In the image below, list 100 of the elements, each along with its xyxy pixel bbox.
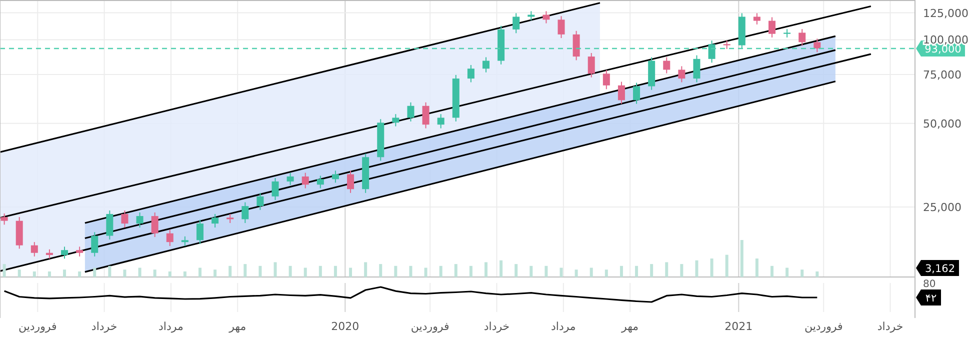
candlestick: [166, 229, 174, 247]
bar: [214, 270, 217, 277]
candlestick: [572, 30, 580, 61]
candlestick: [693, 54, 700, 83]
bar: [560, 268, 563, 277]
bar: [740, 240, 744, 277]
bar: [138, 268, 142, 277]
bar: [18, 270, 21, 277]
bar: [334, 266, 337, 277]
candlestick: [422, 102, 430, 129]
bar: [258, 266, 262, 277]
candlestick: [602, 70, 610, 90]
y-tick-label: 125,000: [923, 6, 968, 20]
candlestick: [0, 212, 8, 226]
bar: [484, 262, 488, 277]
candlestick: [814, 38, 821, 53]
candlestick: [633, 82, 640, 104]
bar: [514, 264, 518, 277]
x-tick-label: 2021: [724, 320, 753, 333]
bar: [574, 270, 578, 277]
bar: [544, 266, 548, 277]
candlestick: [286, 172, 294, 186]
x-tick-label: خرداد: [91, 320, 118, 333]
bar: [244, 264, 247, 277]
bar: [710, 258, 714, 277]
x-tick-label: فروردین: [804, 320, 843, 333]
bar: [168, 271, 172, 277]
bar: [379, 264, 382, 277]
candlestick: [332, 170, 339, 184]
x-tick-label: مرداد: [550, 320, 576, 333]
bar: [364, 262, 368, 277]
bar: [32, 271, 36, 277]
candlestick: [151, 212, 158, 238]
bar: [123, 270, 126, 277]
bar: [770, 266, 774, 277]
bar: [228, 266, 232, 277]
x-tick-label: مهر: [620, 320, 639, 333]
bar: [93, 268, 96, 277]
candlestick: [392, 114, 400, 127]
bar: [620, 266, 623, 277]
text: 80: [923, 279, 936, 290]
x-tick-label: فروردین: [410, 320, 450, 333]
bar: [530, 266, 533, 277]
y-tick-label: 25,000: [923, 201, 962, 214]
bar: [288, 266, 292, 277]
candlestick: [437, 114, 444, 129]
candlestick: [256, 192, 264, 210]
candlestick: [798, 28, 806, 46]
candlestick: [121, 210, 128, 228]
bar: [680, 264, 684, 277]
candlestick: [242, 202, 249, 224]
candlestick: [663, 56, 670, 74]
x-tick-label: خرداد: [877, 320, 904, 333]
candlestick: [61, 246, 68, 260]
bar: [424, 268, 428, 277]
candlestick: [226, 213, 234, 224]
candlestick: [136, 212, 144, 228]
text: 3,162: [924, 263, 956, 275]
bar: [108, 266, 112, 277]
candlestick: [558, 16, 565, 39]
bar: [786, 268, 789, 277]
bar: [63, 270, 66, 277]
candlestick: [181, 236, 188, 247]
bar: [590, 268, 593, 277]
candlestick: [196, 219, 204, 245]
bar: [439, 266, 442, 277]
bar: [394, 266, 398, 277]
candlestick: [482, 56, 490, 73]
candlestick: [618, 81, 625, 104]
bar: [409, 266, 412, 277]
candlestick: [678, 66, 686, 83]
bar: [665, 262, 668, 277]
candlestick: [76, 246, 84, 257]
bar: [816, 271, 819, 277]
candlestick: [91, 232, 98, 257]
bar: [604, 270, 608, 277]
candlestick: [302, 172, 309, 189]
bar: [469, 266, 472, 277]
text: ۴۲: [925, 292, 937, 304]
x-tick-label: 2020: [331, 320, 360, 333]
candlestick: [512, 12, 520, 34]
bar: [274, 262, 277, 277]
bar: [695, 260, 698, 277]
candlestick: [407, 102, 414, 122]
candlestick: [347, 170, 354, 194]
x-tick-label: مرداد: [158, 320, 184, 333]
bar: [454, 264, 458, 277]
bar: [635, 266, 638, 277]
bar: [500, 260, 503, 277]
bar: [198, 268, 202, 277]
bar: [725, 254, 728, 277]
bar: [304, 268, 307, 277]
bar: [183, 271, 186, 277]
bar: [153, 270, 156, 277]
candlestick: [708, 40, 716, 64]
bar: [78, 271, 82, 277]
bar: [2, 264, 6, 277]
bar: [800, 270, 804, 277]
candlestick: [106, 210, 114, 240]
bar: [650, 264, 654, 277]
